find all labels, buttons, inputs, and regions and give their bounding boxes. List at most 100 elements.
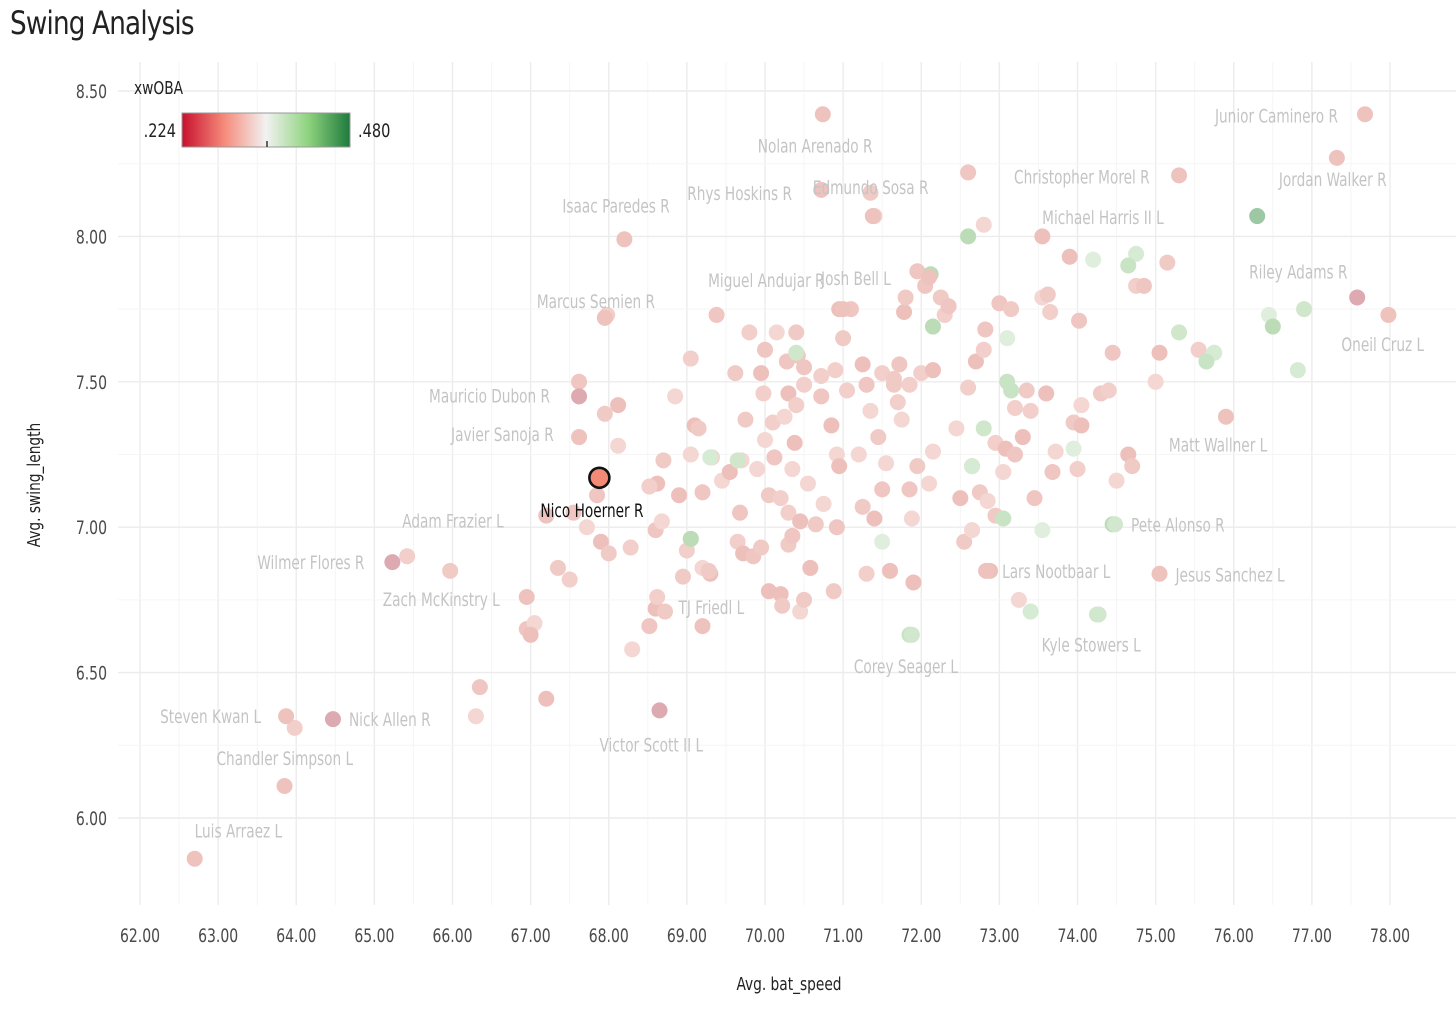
legend-color-bar <box>181 112 351 148</box>
y-tick-label: 7.00 <box>76 518 107 540</box>
data-point <box>671 487 688 504</box>
point-label: Luis Arraez L <box>195 821 283 843</box>
x-axis-label: Avg. bat_speed <box>736 973 841 996</box>
data-point <box>891 356 908 373</box>
point-label: Corey Seager L <box>854 656 958 678</box>
data-point <box>774 597 791 614</box>
x-tick-label: 74.00 <box>1057 926 1097 948</box>
point-label: Nick Allen R <box>349 710 431 732</box>
y-tick-label: 7.50 <box>76 372 107 394</box>
data-point <box>657 603 673 620</box>
data-point <box>813 388 830 405</box>
data-point <box>721 463 738 480</box>
data-point <box>1039 286 1056 303</box>
data-point <box>1007 399 1023 416</box>
labeled-point <box>384 554 401 571</box>
data-point <box>780 385 797 402</box>
point-label: Miguel Andujar R <box>708 271 825 293</box>
data-point <box>1044 463 1061 480</box>
labeled-point <box>1107 516 1123 533</box>
data-point <box>549 559 566 576</box>
data-point <box>622 539 639 556</box>
data-point <box>850 446 867 463</box>
data-point <box>948 420 965 437</box>
data-point <box>788 324 805 341</box>
data-point <box>565 504 582 521</box>
data-point <box>1198 353 1215 370</box>
data-point <box>702 449 719 466</box>
data-point <box>901 376 918 393</box>
data-point <box>905 574 922 591</box>
data-point <box>655 452 672 469</box>
x-tick-label: 63.00 <box>198 926 238 948</box>
data-point <box>776 408 793 425</box>
data-point <box>1069 461 1086 478</box>
data-point <box>921 475 938 492</box>
data-point <box>753 365 770 382</box>
data-point <box>649 588 666 605</box>
legend-title: xwOBA <box>134 77 184 99</box>
x-tick-label: 68.00 <box>589 926 629 948</box>
point-label: Christopher Morel R <box>1014 167 1150 189</box>
point-label: Marcus Semien R <box>537 291 655 313</box>
data-point <box>682 530 699 547</box>
labeled-point <box>1090 606 1107 623</box>
point-label: Josh Bell L <box>820 269 891 291</box>
data-point <box>889 394 906 411</box>
chart-title: Swing Analysis <box>10 4 194 42</box>
data-point <box>979 493 996 510</box>
grid <box>118 62 1456 905</box>
data-points <box>186 106 1397 867</box>
data-point <box>815 495 832 512</box>
data-point <box>772 586 789 603</box>
data-point <box>442 562 459 579</box>
data-point <box>835 330 852 347</box>
data-point <box>1264 318 1281 335</box>
point-label: Mauricio Dubon R <box>429 386 550 408</box>
y-tick-label: 6.50 <box>76 663 107 685</box>
data-point <box>749 461 766 478</box>
labeled-point <box>1217 408 1234 425</box>
data-point <box>1296 301 1313 318</box>
data-point <box>757 431 773 448</box>
data-point <box>600 545 617 562</box>
data-point <box>1108 472 1125 489</box>
x-tick-label: 78.00 <box>1370 926 1410 948</box>
data-point <box>1026 490 1043 507</box>
labeled-point <box>1328 149 1345 166</box>
labeled-point <box>571 388 588 405</box>
data-point <box>874 481 891 498</box>
data-point <box>960 164 977 181</box>
data-point <box>960 379 977 396</box>
labeled-point <box>571 429 588 446</box>
data-point <box>610 397 627 414</box>
labeled-point <box>276 778 293 795</box>
labeled-point <box>651 702 668 719</box>
data-point <box>1151 344 1168 361</box>
x-tick-label: 62.00 <box>120 926 160 948</box>
data-point <box>862 402 879 419</box>
data-point <box>952 490 969 507</box>
data-point <box>766 449 783 466</box>
data-point <box>813 367 830 384</box>
data-point <box>839 382 856 399</box>
data-point <box>753 539 770 556</box>
data-point <box>858 376 875 393</box>
point-label: Rhys Hoskins R <box>687 183 792 205</box>
data-point <box>571 373 588 390</box>
data-point <box>786 434 803 451</box>
data-point <box>799 475 816 492</box>
x-tick-label: 75.00 <box>1136 926 1176 948</box>
data-point <box>909 458 926 475</box>
data-point <box>977 321 994 338</box>
labeled-point <box>813 181 830 198</box>
data-point <box>538 690 555 707</box>
labeled-point <box>978 562 995 579</box>
data-point <box>999 330 1016 347</box>
data-point <box>975 341 992 358</box>
data-point <box>854 498 871 515</box>
data-point <box>522 626 539 643</box>
legend-min-label: .224 <box>144 121 176 143</box>
point-label: Matt Wallner L <box>1169 435 1268 457</box>
data-point <box>589 487 606 504</box>
